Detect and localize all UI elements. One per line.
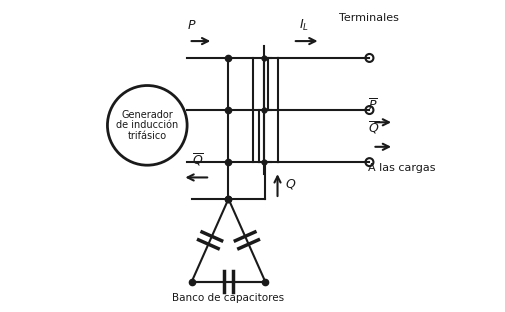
Text: de inducción: de inducción bbox=[116, 120, 178, 130]
Circle shape bbox=[107, 85, 187, 165]
Text: Banco de capacitores: Banco de capacitores bbox=[172, 294, 284, 304]
Circle shape bbox=[365, 106, 373, 114]
Text: $\overline{Q}$: $\overline{Q}$ bbox=[191, 152, 204, 168]
Circle shape bbox=[365, 54, 373, 62]
Text: Terminales: Terminales bbox=[338, 13, 398, 23]
Text: trifásico: trifásico bbox=[127, 131, 167, 141]
Text: $Q$: $Q$ bbox=[285, 177, 296, 191]
Text: $\overline{P}$: $\overline{P}$ bbox=[367, 98, 377, 113]
Text: $\overline{Q}$: $\overline{Q}$ bbox=[367, 120, 379, 136]
Text: $I_L$: $I_L$ bbox=[298, 18, 308, 33]
Text: A las cargas: A las cargas bbox=[367, 163, 435, 173]
Circle shape bbox=[365, 158, 373, 166]
Text: Generador: Generador bbox=[121, 110, 173, 119]
Text: $P$: $P$ bbox=[186, 19, 196, 32]
